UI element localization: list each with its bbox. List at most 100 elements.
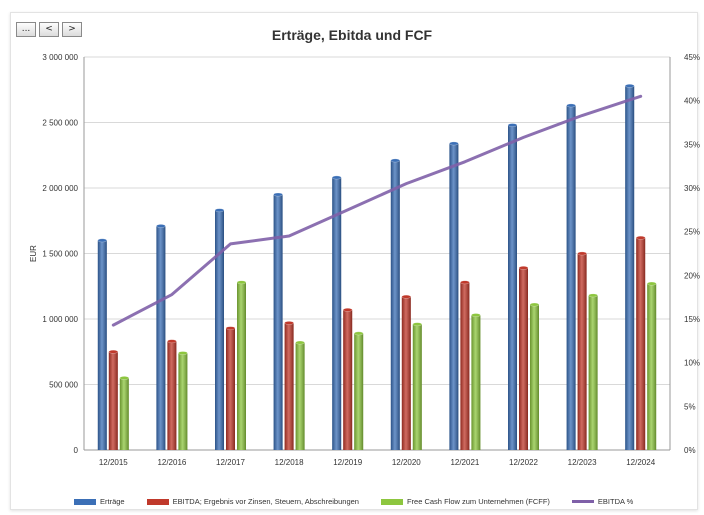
bar-shading [178, 353, 188, 450]
x-tick-label: 12/2018 [275, 458, 304, 467]
y2-tick-label: 15% [684, 315, 700, 324]
legend-item-fcff: Free Cash Flow zum Unternehmen (FCFF) [380, 497, 550, 506]
more-button[interactable]: ... [16, 22, 36, 37]
x-tick-label: 12/2022 [509, 458, 538, 467]
bar-shading [237, 282, 246, 450]
bar-cap [156, 224, 166, 228]
y-axis-label: EUR [29, 245, 38, 262]
y-tick-label: 500 000 [49, 381, 78, 390]
x-tick-label: 12/2021 [450, 458, 479, 467]
legend-label-ertraege: Erträge [100, 497, 125, 506]
chart-legend: Erträge EBITDA; Ergebnis vor Zinsen, Ste… [74, 497, 633, 506]
bar-cap [635, 235, 646, 240]
bar-cap [529, 302, 540, 307]
x-tick-label: 12/2023 [568, 458, 597, 467]
chart-title: Erträge, Ebitda und FCF [271, 27, 433, 43]
y2-tick-label: 40% [684, 97, 700, 106]
bar-cap [178, 351, 188, 355]
y2-tick-label: 35% [684, 140, 700, 149]
bar-cap [412, 322, 423, 327]
bar-cap [518, 266, 529, 270]
bar-cap [390, 158, 401, 163]
legend-item-ebitda: EBITDA; Ergebnis vor Zinsen, Steuern, Ab… [146, 497, 359, 506]
bar-shading [412, 324, 422, 450]
previous-button[interactable]: < [39, 22, 59, 37]
bar-cap [342, 307, 353, 312]
y2-tick-label: 30% [684, 184, 700, 193]
bar-cap [225, 326, 236, 331]
bar-shading [343, 309, 353, 450]
next-button[interactable]: > [62, 22, 82, 37]
legend-swatch-fcff [380, 498, 403, 505]
legend-swatch-ebitda-pct [571, 500, 594, 503]
bar-cap [108, 349, 119, 354]
bar-shading [295, 342, 305, 450]
bar-shading [284, 322, 294, 450]
line-ebitda-percent [111, 94, 643, 327]
bar-shading [354, 333, 364, 450]
x-tick-label: 12/2019 [333, 458, 362, 467]
bar-cap [566, 103, 576, 108]
bar-shading [508, 125, 517, 451]
bar-shading [566, 105, 576, 450]
bar-shading [156, 225, 166, 450]
y2-tick-label: 10% [684, 359, 700, 368]
bar-shading [588, 295, 598, 450]
bar-shading [449, 143, 459, 450]
y-tick-label: 2 500 000 [42, 119, 78, 128]
x-tick-label: 12/2024 [626, 458, 655, 467]
y2-tick-label: 0% [684, 446, 696, 455]
bar-shading [647, 283, 657, 450]
legend-label-fcff: Free Cash Flow zum Unternehmen (FCFF) [406, 497, 550, 506]
bar-shading [226, 328, 235, 450]
y-tick-label: 1 000 000 [42, 315, 78, 324]
x-tick-label: 12/2020 [392, 458, 421, 467]
y-tick-label: 3 000 000 [42, 53, 78, 62]
y2-tick-label: 25% [684, 228, 700, 237]
bar-cap [588, 293, 598, 298]
bar-shading [519, 267, 528, 450]
bar-shading [625, 85, 635, 450]
bar-shading [460, 282, 470, 450]
bar-cap [507, 123, 518, 127]
y2-tick-label: 20% [684, 271, 700, 280]
bar-shading [119, 377, 129, 450]
y-tick-label: 1 500 000 [42, 250, 78, 259]
bar-cap [401, 294, 412, 299]
chart-nav-toolbar: ... < > [16, 22, 82, 37]
bar-cap [331, 175, 342, 180]
legend-label-ebitda: EBITDA; Ergebnis vor Zinsen, Steuern, Ab… [172, 497, 359, 506]
bar-shading [167, 341, 177, 450]
bar-cap [577, 251, 587, 256]
legend-item-ertraege: Erträge [74, 497, 125, 506]
bar-cap [295, 340, 305, 345]
bar-shading [108, 351, 118, 450]
bar-shading [636, 237, 646, 450]
x-tick-label: 12/2016 [157, 458, 186, 467]
bar-cap [273, 192, 283, 197]
y-tick-label: 0 [74, 446, 79, 455]
y-tick-label: 2 000 000 [42, 184, 78, 193]
bar-shading [332, 177, 342, 450]
y2-tick-label: 5% [684, 402, 696, 411]
bar-cap [460, 280, 470, 285]
bar-cap [119, 376, 130, 380]
bar-shading [390, 160, 400, 451]
legend-swatch-ebitda [146, 498, 169, 505]
bar-cap [471, 313, 481, 317]
legend-label-ebitda-pct: EBITDA % [597, 497, 634, 506]
x-tick-label: 12/2015 [99, 458, 128, 467]
y2-tick-label: 45% [684, 53, 700, 62]
bar-cap [167, 339, 177, 344]
bar-cap [214, 208, 225, 213]
bar-shading [215, 210, 224, 450]
legend-item-ebitda-pct: EBITDA % [571, 497, 634, 506]
bar-shading [577, 253, 587, 450]
bar-shading [273, 194, 283, 450]
bar-cap [646, 281, 657, 286]
bar-cap [284, 321, 294, 325]
bar-shading [530, 304, 539, 450]
bar-cap [353, 331, 364, 336]
bar-cap [236, 280, 247, 285]
